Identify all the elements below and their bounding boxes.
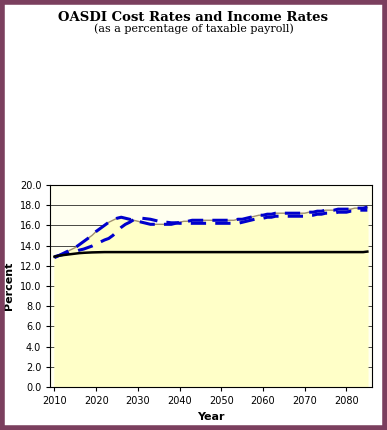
X-axis label: Year: Year xyxy=(197,412,225,421)
Y-axis label: Percent: Percent xyxy=(4,262,14,310)
Legend: Cost rates with this provision, Income rates under present law, Income rates wit: Cost rates with this provision, Income r… xyxy=(123,100,299,158)
Text: OASDI Cost Rates and Income Rates: OASDI Cost Rates and Income Rates xyxy=(58,11,329,24)
Text: (as a percentage of taxable payroll): (as a percentage of taxable payroll) xyxy=(94,24,293,34)
